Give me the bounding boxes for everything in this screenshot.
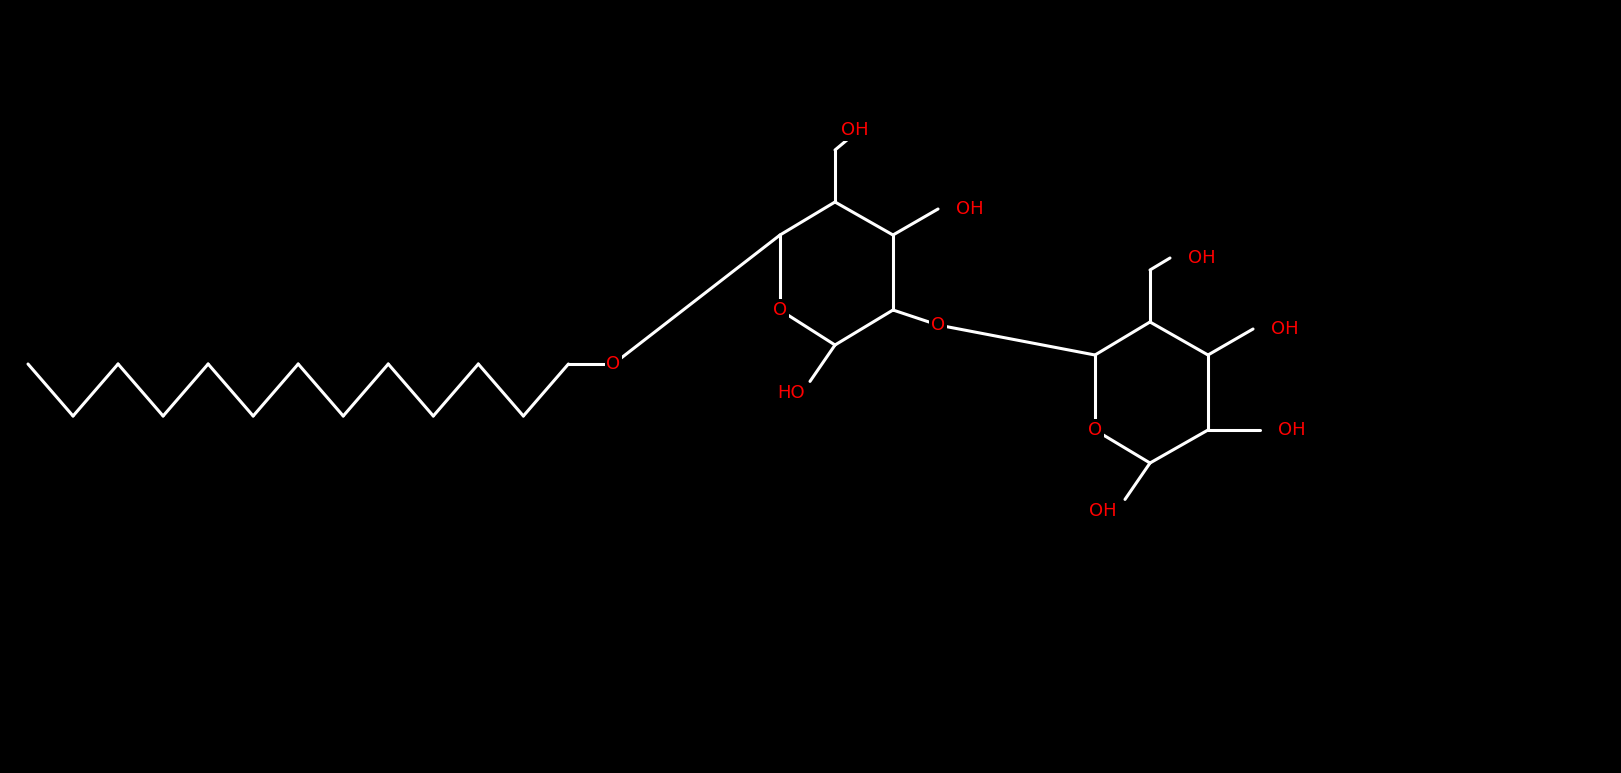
Text: OH: OH xyxy=(956,200,984,218)
Text: OH: OH xyxy=(1271,320,1298,338)
Text: OH: OH xyxy=(1277,421,1305,439)
Text: OH: OH xyxy=(1188,249,1216,267)
Text: HO: HO xyxy=(778,384,806,403)
Text: O: O xyxy=(930,316,945,334)
Text: OH: OH xyxy=(841,121,869,139)
Text: OH: OH xyxy=(1089,502,1117,520)
Text: O: O xyxy=(606,355,621,373)
Text: O: O xyxy=(773,301,788,319)
Text: O: O xyxy=(1088,421,1102,439)
